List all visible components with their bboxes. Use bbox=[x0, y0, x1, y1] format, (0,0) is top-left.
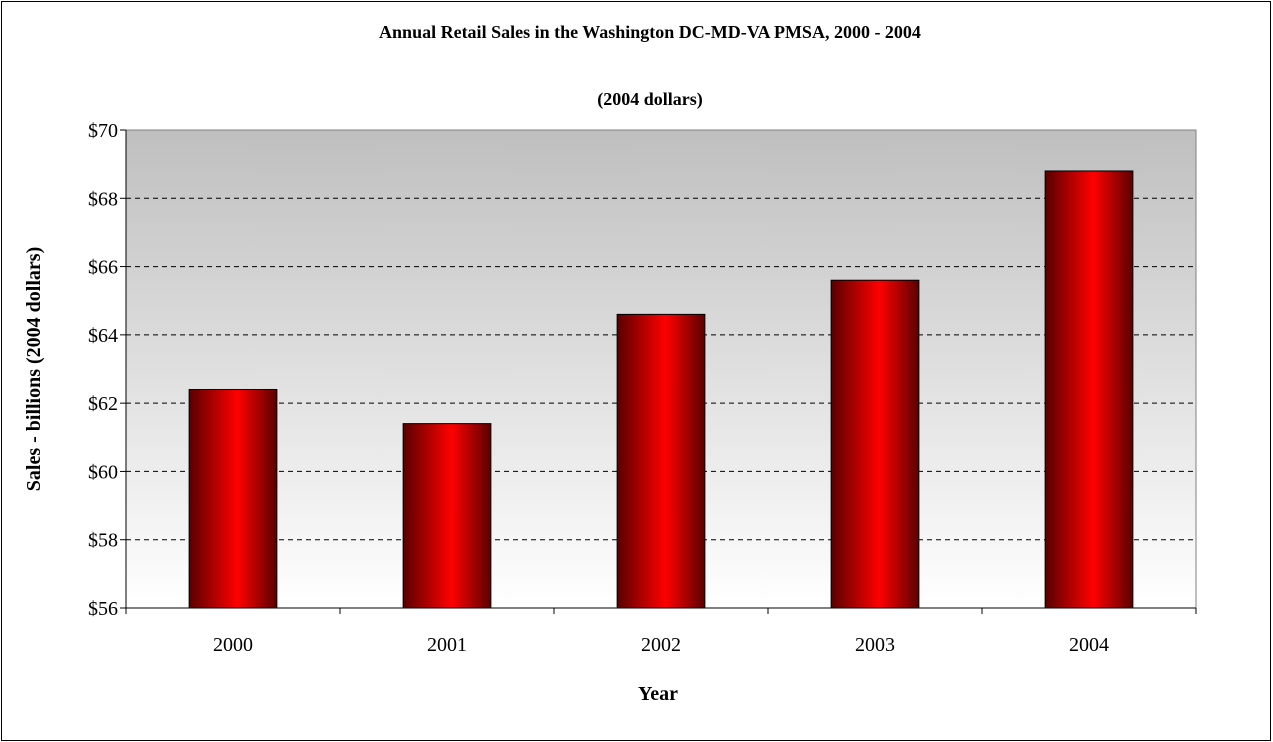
y-tick-label: $68 bbox=[88, 188, 118, 210]
y-tick-labels: $56 $58 $60 $62 $64 $66 $68 $70 bbox=[88, 120, 118, 620]
chart-title: Annual Retail Sales in the Washington DC… bbox=[379, 22, 921, 42]
x-axis-title: Year bbox=[638, 683, 678, 705]
bars bbox=[188, 170, 1134, 609]
bar-2002 bbox=[616, 313, 706, 609]
y-tick-label: $64 bbox=[88, 325, 118, 347]
bar-2003 bbox=[830, 279, 920, 609]
y-tick-label: $70 bbox=[88, 120, 118, 142]
x-tick-labels: 2000 2001 2002 2003 2004 bbox=[213, 634, 1109, 656]
y-tick-label: $60 bbox=[88, 461, 118, 483]
x-tick-label: 2002 bbox=[641, 634, 681, 656]
y-tick-label: $66 bbox=[88, 257, 118, 279]
axes bbox=[120, 129, 1197, 614]
y-tick-label: $62 bbox=[88, 393, 118, 415]
chart-subtitle: (2004 dollars) bbox=[597, 89, 703, 110]
x-tick-label: 2004 bbox=[1069, 634, 1109, 656]
y-tick-label: $56 bbox=[88, 598, 118, 620]
y-tick-label: $58 bbox=[88, 530, 118, 552]
x-tick-label: 2003 bbox=[855, 634, 895, 656]
y-axis-title: Sales - billions (2004 dollars) bbox=[23, 247, 45, 491]
bar-2004 bbox=[1044, 170, 1134, 609]
bar-2000 bbox=[188, 388, 278, 609]
x-tick-label: 2000 bbox=[213, 634, 253, 656]
bar-2001 bbox=[402, 423, 492, 609]
x-tick-label: 2001 bbox=[427, 634, 467, 656]
